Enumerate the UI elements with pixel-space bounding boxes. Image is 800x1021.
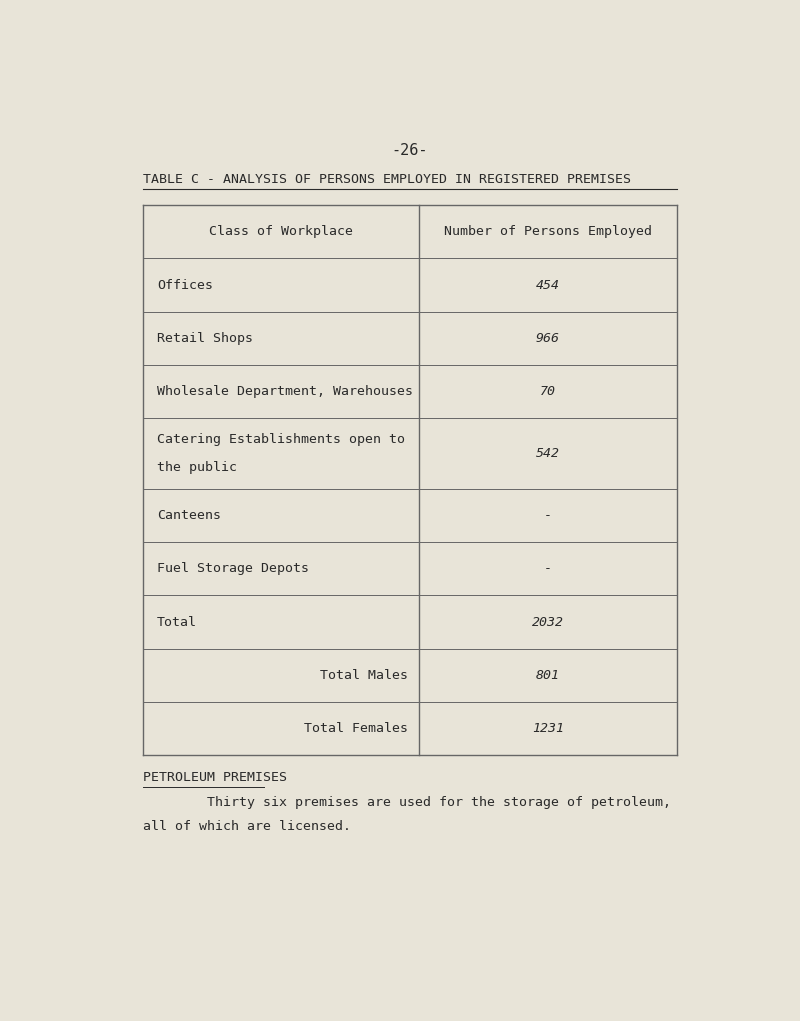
Text: 2032: 2032 xyxy=(532,616,564,629)
Text: Catering Establishments open to: Catering Establishments open to xyxy=(157,433,405,446)
Text: all of which are licensed.: all of which are licensed. xyxy=(143,820,351,833)
Text: 542: 542 xyxy=(536,447,560,460)
Text: 454: 454 xyxy=(536,279,560,292)
Text: Class of Workplace: Class of Workplace xyxy=(210,226,354,238)
Text: TABLE C - ANALYSIS OF PERSONS EMPLOYED IN REGISTERED PREMISES: TABLE C - ANALYSIS OF PERSONS EMPLOYED I… xyxy=(143,173,631,186)
Text: Fuel Storage Depots: Fuel Storage Depots xyxy=(157,563,309,575)
Text: the public: the public xyxy=(157,461,237,474)
Text: PETROLEUM PREMISES: PETROLEUM PREMISES xyxy=(143,771,287,784)
Text: Wholesale Department, Warehouses: Wholesale Department, Warehouses xyxy=(157,385,413,398)
Text: Total Females: Total Females xyxy=(304,722,408,735)
Text: Total Males: Total Males xyxy=(320,669,408,682)
Text: Canteens: Canteens xyxy=(157,508,221,522)
Text: 966: 966 xyxy=(536,332,560,345)
Text: -: - xyxy=(544,508,552,522)
Text: Retail Shops: Retail Shops xyxy=(157,332,253,345)
Text: Thirty six premises are used for the storage of petroleum,: Thirty six premises are used for the sto… xyxy=(143,796,671,810)
Text: 70: 70 xyxy=(540,385,556,398)
Text: -26-: -26- xyxy=(392,143,428,157)
Text: 801: 801 xyxy=(536,669,560,682)
Text: Total: Total xyxy=(157,616,197,629)
Text: -: - xyxy=(544,563,552,575)
Text: Number of Persons Employed: Number of Persons Employed xyxy=(444,226,652,238)
Text: Offices: Offices xyxy=(157,279,213,292)
Text: 1231: 1231 xyxy=(532,722,564,735)
